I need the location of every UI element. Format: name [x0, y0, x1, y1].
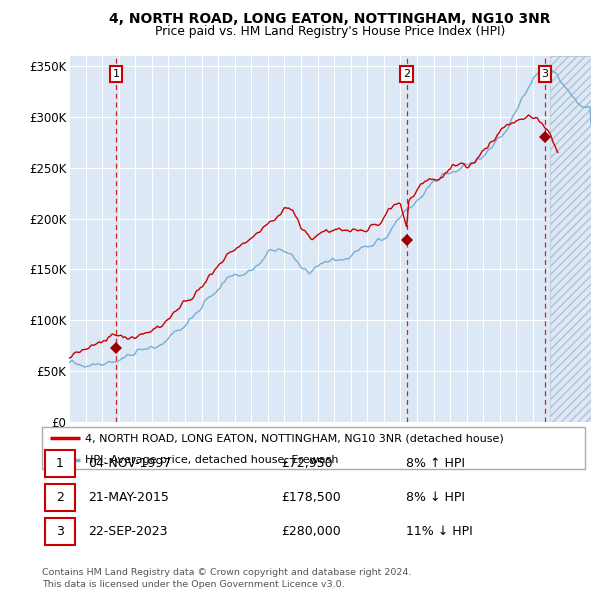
Text: 04-NOV-1997: 04-NOV-1997	[88, 457, 172, 470]
Text: 2: 2	[56, 491, 64, 504]
Text: HPI: Average price, detached house, Erewash: HPI: Average price, detached house, Erew…	[85, 455, 339, 465]
Text: 2: 2	[403, 69, 410, 79]
Text: 11% ↓ HPI: 11% ↓ HPI	[406, 525, 473, 538]
Text: £280,000: £280,000	[281, 525, 341, 538]
FancyBboxPatch shape	[45, 484, 74, 511]
Text: 1: 1	[56, 457, 64, 470]
FancyBboxPatch shape	[45, 518, 74, 545]
Text: £178,500: £178,500	[281, 491, 341, 504]
Text: 3: 3	[56, 525, 64, 538]
FancyBboxPatch shape	[42, 427, 585, 469]
Text: 4, NORTH ROAD, LONG EATON, NOTTINGHAM, NG10 3NR: 4, NORTH ROAD, LONG EATON, NOTTINGHAM, N…	[109, 12, 551, 26]
Text: Contains HM Land Registry data © Crown copyright and database right 2024.
This d: Contains HM Land Registry data © Crown c…	[42, 568, 412, 589]
Text: 8% ↓ HPI: 8% ↓ HPI	[406, 491, 465, 504]
Text: 8% ↑ HPI: 8% ↑ HPI	[406, 457, 465, 470]
FancyBboxPatch shape	[45, 450, 74, 477]
Bar	[550, 56, 591, 422]
Text: 22-SEP-2023: 22-SEP-2023	[88, 525, 167, 538]
Text: 1: 1	[113, 69, 119, 79]
Text: 21-MAY-2015: 21-MAY-2015	[88, 491, 169, 504]
Text: £72,950: £72,950	[281, 457, 332, 470]
Text: 3: 3	[541, 69, 548, 79]
Text: Price paid vs. HM Land Registry's House Price Index (HPI): Price paid vs. HM Land Registry's House …	[155, 25, 505, 38]
Text: 4, NORTH ROAD, LONG EATON, NOTTINGHAM, NG10 3NR (detached house): 4, NORTH ROAD, LONG EATON, NOTTINGHAM, N…	[85, 434, 504, 444]
